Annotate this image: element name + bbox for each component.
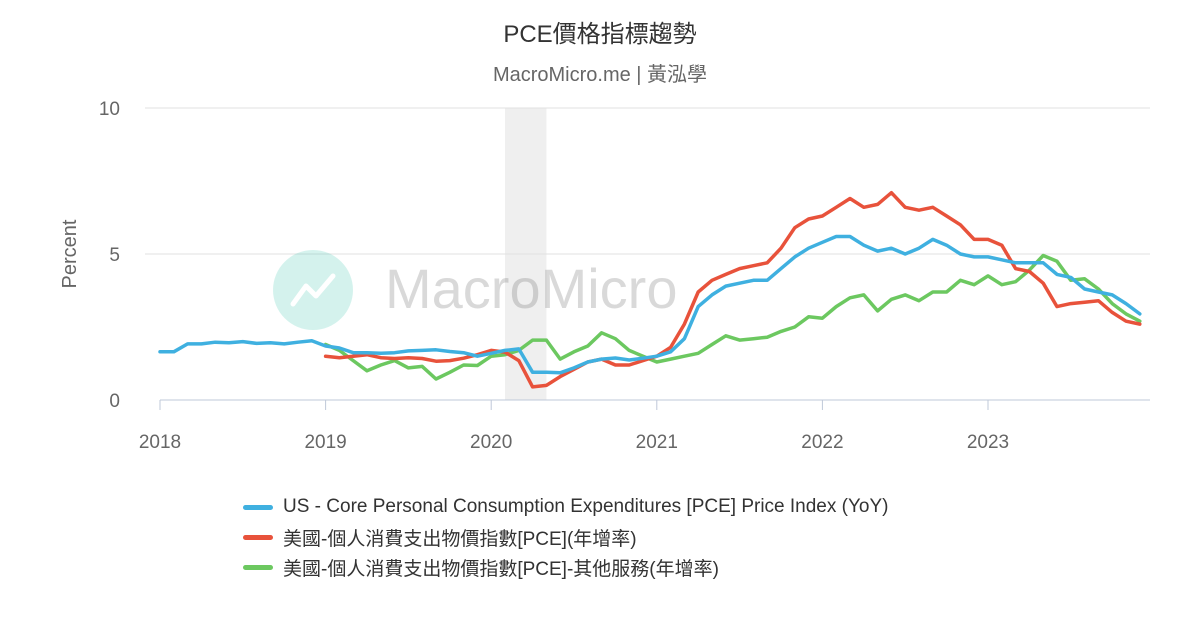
chart-subtitle: MacroMicro.me | 黃泓學 [492, 64, 708, 86]
legend-item[interactable]: 美國-個人消費支出物價指數[PCE]-其他服務(年增率) [243, 552, 888, 582]
legend-swatch [243, 564, 273, 570]
y-axis-label: Percent [59, 219, 81, 288]
watermark-text: MacroMicro [385, 257, 677, 320]
legend-item[interactable]: 美國-個人消費支出物價指數[PCE](年增率) [243, 522, 888, 552]
series-line-1 [158, 234, 1142, 375]
x-tick-label: 2022 [801, 432, 843, 453]
logo-mark [290, 273, 336, 307]
watermark: MacroMicro [273, 250, 677, 330]
x-tick-label: 2020 [470, 432, 512, 453]
legend-item[interactable]: US - Core Personal Consumption Expenditu… [243, 492, 888, 522]
x-tick-label: 2018 [139, 432, 181, 453]
chart-legend: US - Core Personal Consumption Expenditu… [243, 492, 888, 582]
legend-swatch [243, 504, 273, 510]
legend-label: 美國-個人消費支出物價指數[PCE](年增率) [283, 528, 637, 550]
macromicro-logo-icon [273, 250, 353, 330]
y-tick-label: 10 [99, 99, 120, 120]
legend-label: US - Core Personal Consumption Expenditu… [283, 496, 889, 517]
series-line-2 [323, 190, 1142, 389]
legend-label: 美國-個人消費支出物價指數[PCE]-其他服務(年增率) [283, 558, 719, 580]
series-line-3 [323, 253, 1142, 381]
x-tick-label: 2023 [967, 432, 1009, 453]
chart-title: PCE價格指標趨勢 [503, 21, 697, 48]
y-tick-label: 5 [109, 245, 120, 266]
legend-swatch [243, 534, 273, 540]
x-tick-label: 2021 [636, 432, 678, 453]
x-tick-label: 2019 [304, 432, 346, 453]
y-tick-label: 0 [109, 391, 120, 412]
